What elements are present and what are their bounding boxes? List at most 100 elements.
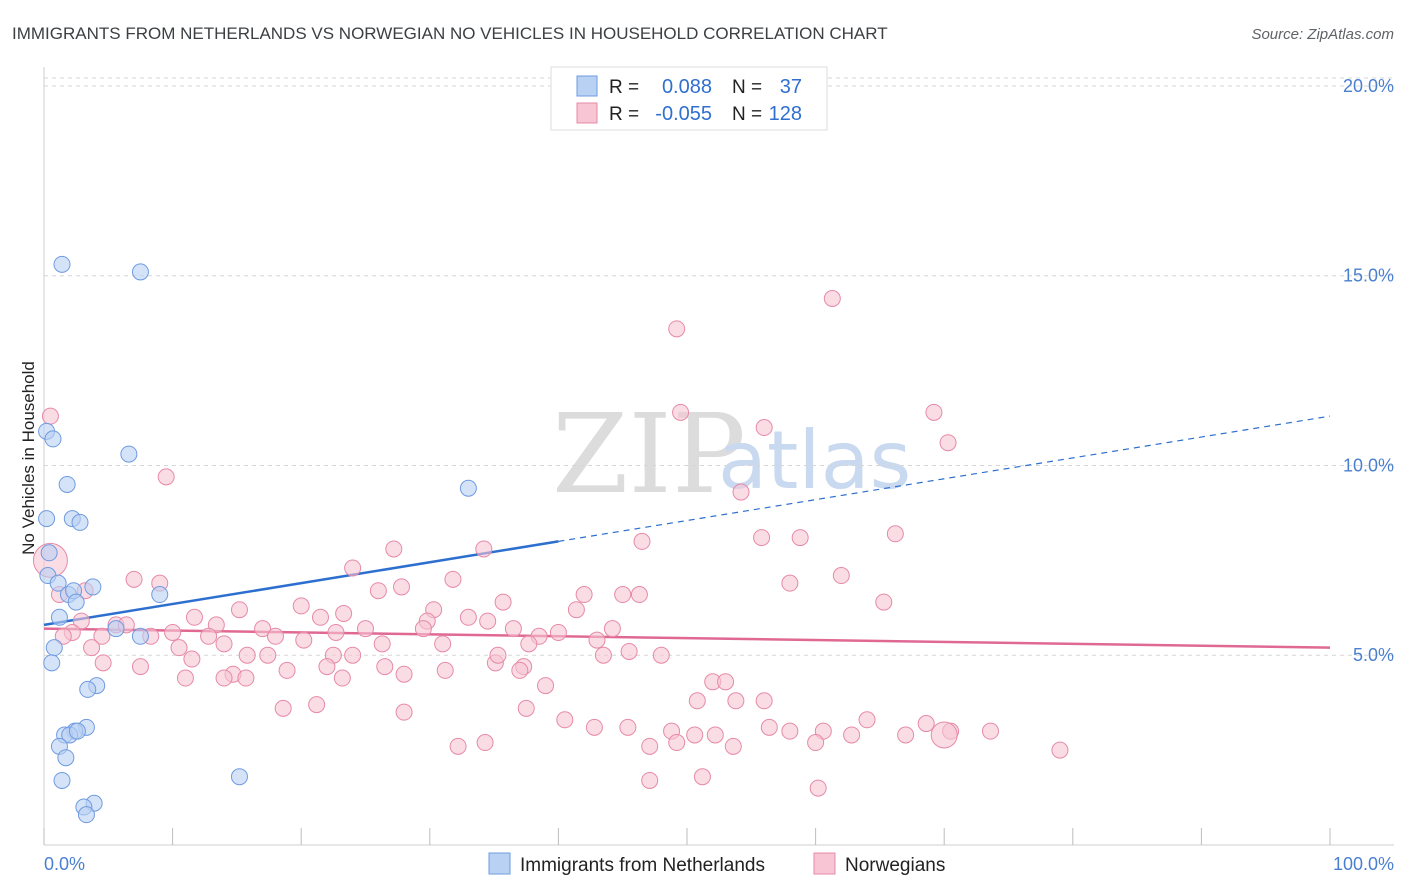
bottom-legend-label-netherlands: Immigrants from Netherlands	[520, 855, 765, 876]
point-norwegians	[630, 586, 648, 604]
point-norwegians	[556, 711, 574, 729]
watermark-zip: ZIP	[552, 390, 746, 518]
point-norwegians	[511, 661, 529, 679]
x-tick-label-max: 100.0%	[1333, 854, 1394, 874]
point-netherlands	[77, 806, 95, 824]
point-norwegians	[724, 737, 742, 755]
point-norwegians	[614, 586, 632, 604]
point-norwegians	[183, 650, 201, 668]
point-norwegians	[930, 721, 958, 749]
legend-n-label-1: N =	[732, 77, 762, 98]
point-norwegians	[537, 677, 555, 695]
legend-swatch-netherlands	[576, 75, 598, 97]
point-norwegians	[494, 593, 512, 611]
point-norwegians	[369, 582, 387, 600]
point-netherlands	[38, 510, 56, 528]
point-norwegians	[753, 529, 771, 547]
point-norwegians	[886, 525, 904, 543]
point-norwegians	[603, 620, 621, 638]
legend-r-value-1: 0.088	[662, 76, 712, 98]
point-norwegians	[688, 692, 706, 710]
point-norwegians	[567, 601, 585, 619]
point-norwegians	[54, 627, 72, 645]
point-norwegians	[83, 639, 101, 657]
point-norwegians	[755, 692, 773, 710]
point-norwegians	[668, 734, 686, 752]
point-netherlands	[67, 593, 85, 611]
point-norwegians	[549, 623, 567, 641]
watermark-atlas: atlas	[718, 414, 911, 507]
axes	[43, 67, 1394, 846]
point-norwegians	[170, 639, 188, 657]
chart-title: IMMIGRANTS FROM NETHERLANDS VS NORWEGIAN…	[12, 24, 888, 43]
point-norwegians	[238, 646, 256, 664]
point-norwegians	[575, 586, 593, 604]
point-netherlands	[120, 445, 138, 463]
point-norwegians	[215, 669, 233, 687]
point-norwegians	[357, 620, 374, 638]
point-norwegians	[230, 601, 248, 619]
point-netherlands	[49, 574, 67, 592]
point-norwegians	[706, 726, 724, 744]
point-norwegians	[858, 711, 876, 729]
point-netherlands	[230, 768, 248, 786]
source-label: Source: ZipAtlas.com	[1251, 26, 1394, 43]
point-norwegians	[588, 631, 606, 649]
point-norwegians	[781, 722, 799, 740]
point-norwegians	[376, 658, 394, 676]
point-norwegians	[925, 403, 943, 421]
y-tick-label: 20.0%	[1343, 76, 1394, 96]
point-norwegians	[434, 635, 452, 653]
bottom-legend-swatch-netherlands	[488, 852, 511, 875]
point-norwegians	[308, 696, 326, 714]
point-norwegians	[917, 715, 935, 733]
point-norwegians	[295, 631, 313, 649]
y-tick-labels: 5.0% 10.0% 15.0% 20.0%	[1343, 76, 1394, 665]
point-netherlands	[131, 627, 149, 645]
point-norwegians	[395, 665, 413, 683]
legend-n-value-2: 128	[769, 103, 802, 125]
point-netherlands	[84, 578, 102, 596]
point-norwegians	[897, 726, 915, 744]
point-netherlands	[53, 771, 71, 789]
data-points	[32, 255, 1069, 824]
point-norwegians	[781, 574, 799, 592]
point-norwegians	[125, 570, 143, 588]
point-norwegians	[311, 608, 329, 626]
point-norwegians	[668, 320, 686, 338]
point-norwegians	[620, 642, 638, 660]
point-norwegians	[517, 699, 535, 717]
point-norwegians	[489, 646, 507, 664]
point-norwegians	[373, 635, 391, 653]
point-netherlands	[151, 586, 169, 604]
y-axis-label: No Vehicles in Household	[19, 361, 38, 555]
point-norwegians	[1051, 741, 1069, 759]
point-norwegians	[672, 403, 690, 421]
legend-r-label-1: R =	[609, 77, 639, 98]
point-norwegians	[157, 468, 175, 486]
point-netherlands	[50, 608, 68, 626]
point-norwegians	[254, 620, 272, 638]
point-norwegians	[395, 703, 413, 721]
point-norwegians	[335, 604, 353, 622]
point-norwegians	[215, 635, 233, 653]
legend-r-value-2: -0.055	[655, 103, 712, 125]
point-norwegians	[475, 540, 493, 558]
x-tick-label-min: 0.0%	[44, 854, 85, 874]
point-netherlands	[53, 255, 71, 273]
legend-swatch-norwegians	[576, 102, 598, 124]
point-norwegians	[476, 734, 494, 752]
point-netherlands	[459, 479, 477, 497]
bottom-legend-label-norwegians: Norwegians	[845, 855, 945, 876]
y-tick-label: 5.0%	[1353, 645, 1394, 665]
point-norwegians	[266, 627, 284, 645]
legend-n-value-1: 37	[780, 76, 802, 98]
stats-legend: R = 0.088 N = 37 R = -0.055 N = 128	[550, 66, 828, 131]
point-norwegians	[791, 529, 809, 547]
point-norwegians	[333, 669, 351, 687]
point-norwegians	[385, 540, 403, 558]
y-tick-label: 10.0%	[1343, 455, 1394, 475]
trend-line-netherlands-extension	[558, 415, 1331, 542]
point-norwegians	[292, 597, 310, 615]
point-netherlands	[44, 430, 62, 448]
